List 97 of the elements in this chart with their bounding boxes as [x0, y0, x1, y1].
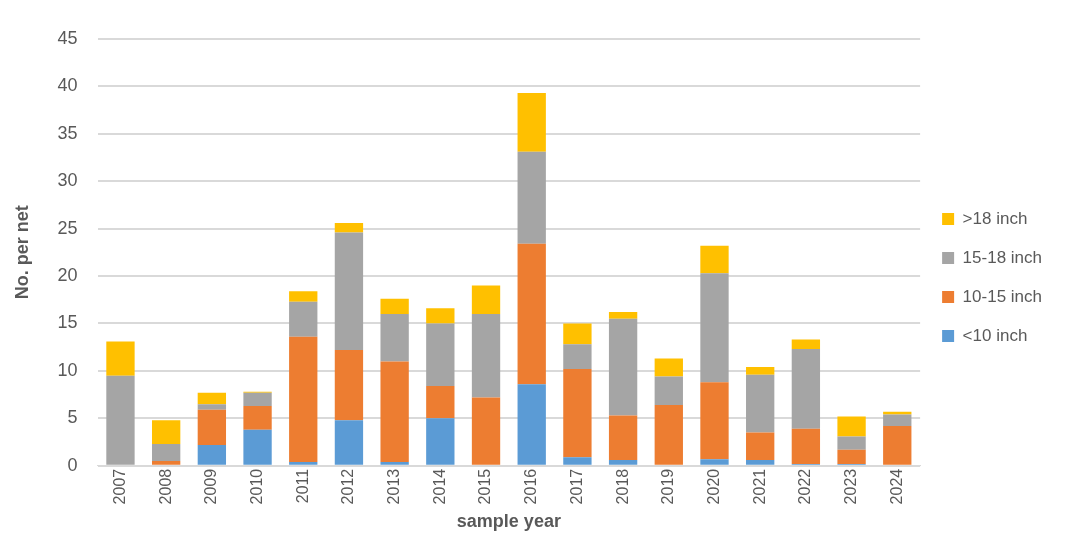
bar — [426, 323, 455, 387]
x-axis-title: sample year — [456, 511, 561, 532]
bar — [152, 420, 181, 444]
bar — [243, 392, 272, 407]
bar — [700, 382, 729, 460]
bar — [289, 336, 318, 463]
bar — [837, 436, 866, 450]
bar — [700, 273, 729, 383]
x-tick-label: 2012 — [339, 468, 357, 505]
y-tick-label: 20 — [57, 264, 78, 285]
bar — [380, 313, 409, 362]
bar — [152, 461, 181, 465]
y-tick-label: 25 — [57, 217, 78, 238]
y-tick-label: 0 — [67, 454, 78, 475]
bar — [517, 384, 546, 465]
x-tick-label: 2020 — [704, 468, 722, 505]
bar — [380, 361, 409, 463]
y-tick-label: 5 — [67, 407, 78, 428]
bar — [791, 428, 821, 464]
x-tick-label: 2018 — [613, 468, 631, 505]
bar — [563, 457, 592, 465]
x-tick-label: 2017 — [567, 468, 585, 505]
bar — [380, 298, 409, 314]
bar — [471, 397, 501, 465]
bar — [197, 409, 227, 445]
x-tick-label: 2016 — [522, 468, 540, 505]
bar — [152, 443, 181, 462]
bar — [334, 232, 364, 351]
x-tick-label: 2022 — [796, 468, 814, 505]
y-axis-title: No. per net — [11, 205, 32, 300]
bar — [426, 308, 455, 324]
bar — [746, 460, 775, 465]
x-tick-label: 2014 — [430, 468, 448, 505]
bar — [746, 367, 775, 375]
legend-label: 10-15 inch — [962, 286, 1042, 306]
bar — [883, 411, 912, 415]
y-tick-label: 10 — [57, 359, 78, 380]
bar — [837, 416, 866, 437]
bar — [608, 312, 638, 319]
bar — [106, 341, 135, 376]
x-tick-label: 2021 — [750, 468, 768, 505]
bar — [289, 301, 318, 337]
x-tick-label: 2008 — [156, 468, 174, 505]
bar — [426, 418, 455, 465]
x-tick-label: 2013 — [385, 468, 403, 505]
x-tick-label: 2015 — [476, 468, 494, 505]
bar — [883, 414, 912, 426]
bar — [563, 323, 592, 345]
legend-label: <10 inch — [962, 325, 1028, 345]
bar — [608, 415, 638, 461]
bar — [517, 243, 546, 385]
bar — [654, 376, 683, 406]
bar — [746, 374, 775, 433]
bar — [289, 462, 318, 465]
x-tick-label: 2023 — [841, 468, 859, 505]
bar — [563, 369, 592, 458]
bar — [837, 449, 866, 464]
bar — [700, 245, 729, 274]
bar — [243, 406, 272, 430]
bar — [243, 429, 272, 465]
y-tick-label: 30 — [57, 170, 78, 191]
bar — [700, 459, 729, 465]
x-tick-label: 2010 — [247, 468, 265, 505]
bar — [563, 344, 592, 370]
bar — [334, 222, 364, 233]
bar — [334, 420, 364, 465]
bar — [791, 349, 821, 429]
y-tick-label: 15 — [57, 312, 78, 333]
y-tick-label: 45 — [57, 27, 78, 48]
y-tick-label: 40 — [57, 75, 78, 96]
bar — [517, 92, 546, 152]
bar — [197, 392, 227, 405]
bar — [883, 425, 912, 465]
bar — [654, 405, 683, 465]
bar — [608, 318, 638, 416]
bar — [791, 339, 821, 350]
bar — [106, 375, 135, 465]
x-tick-label: 2007 — [110, 468, 128, 505]
legend-label: 15-18 inch — [962, 247, 1042, 267]
x-tick-label: 2011 — [293, 468, 311, 504]
y-tick-label: 35 — [57, 122, 78, 143]
bar — [426, 386, 455, 419]
bar — [471, 285, 501, 314]
bar — [334, 350, 364, 421]
bar — [654, 358, 683, 377]
bar — [289, 291, 318, 302]
bar — [608, 460, 638, 465]
x-tick-label: 2024 — [887, 468, 905, 505]
x-tick-label: 2019 — [659, 468, 677, 505]
bar — [197, 444, 227, 465]
bar — [746, 432, 775, 461]
legend-label: >18 inch — [962, 208, 1028, 228]
bar — [471, 313, 501, 398]
bar — [197, 404, 227, 410]
bar — [380, 462, 409, 465]
x-tick-label: 2009 — [202, 468, 220, 505]
bar — [517, 151, 546, 244]
